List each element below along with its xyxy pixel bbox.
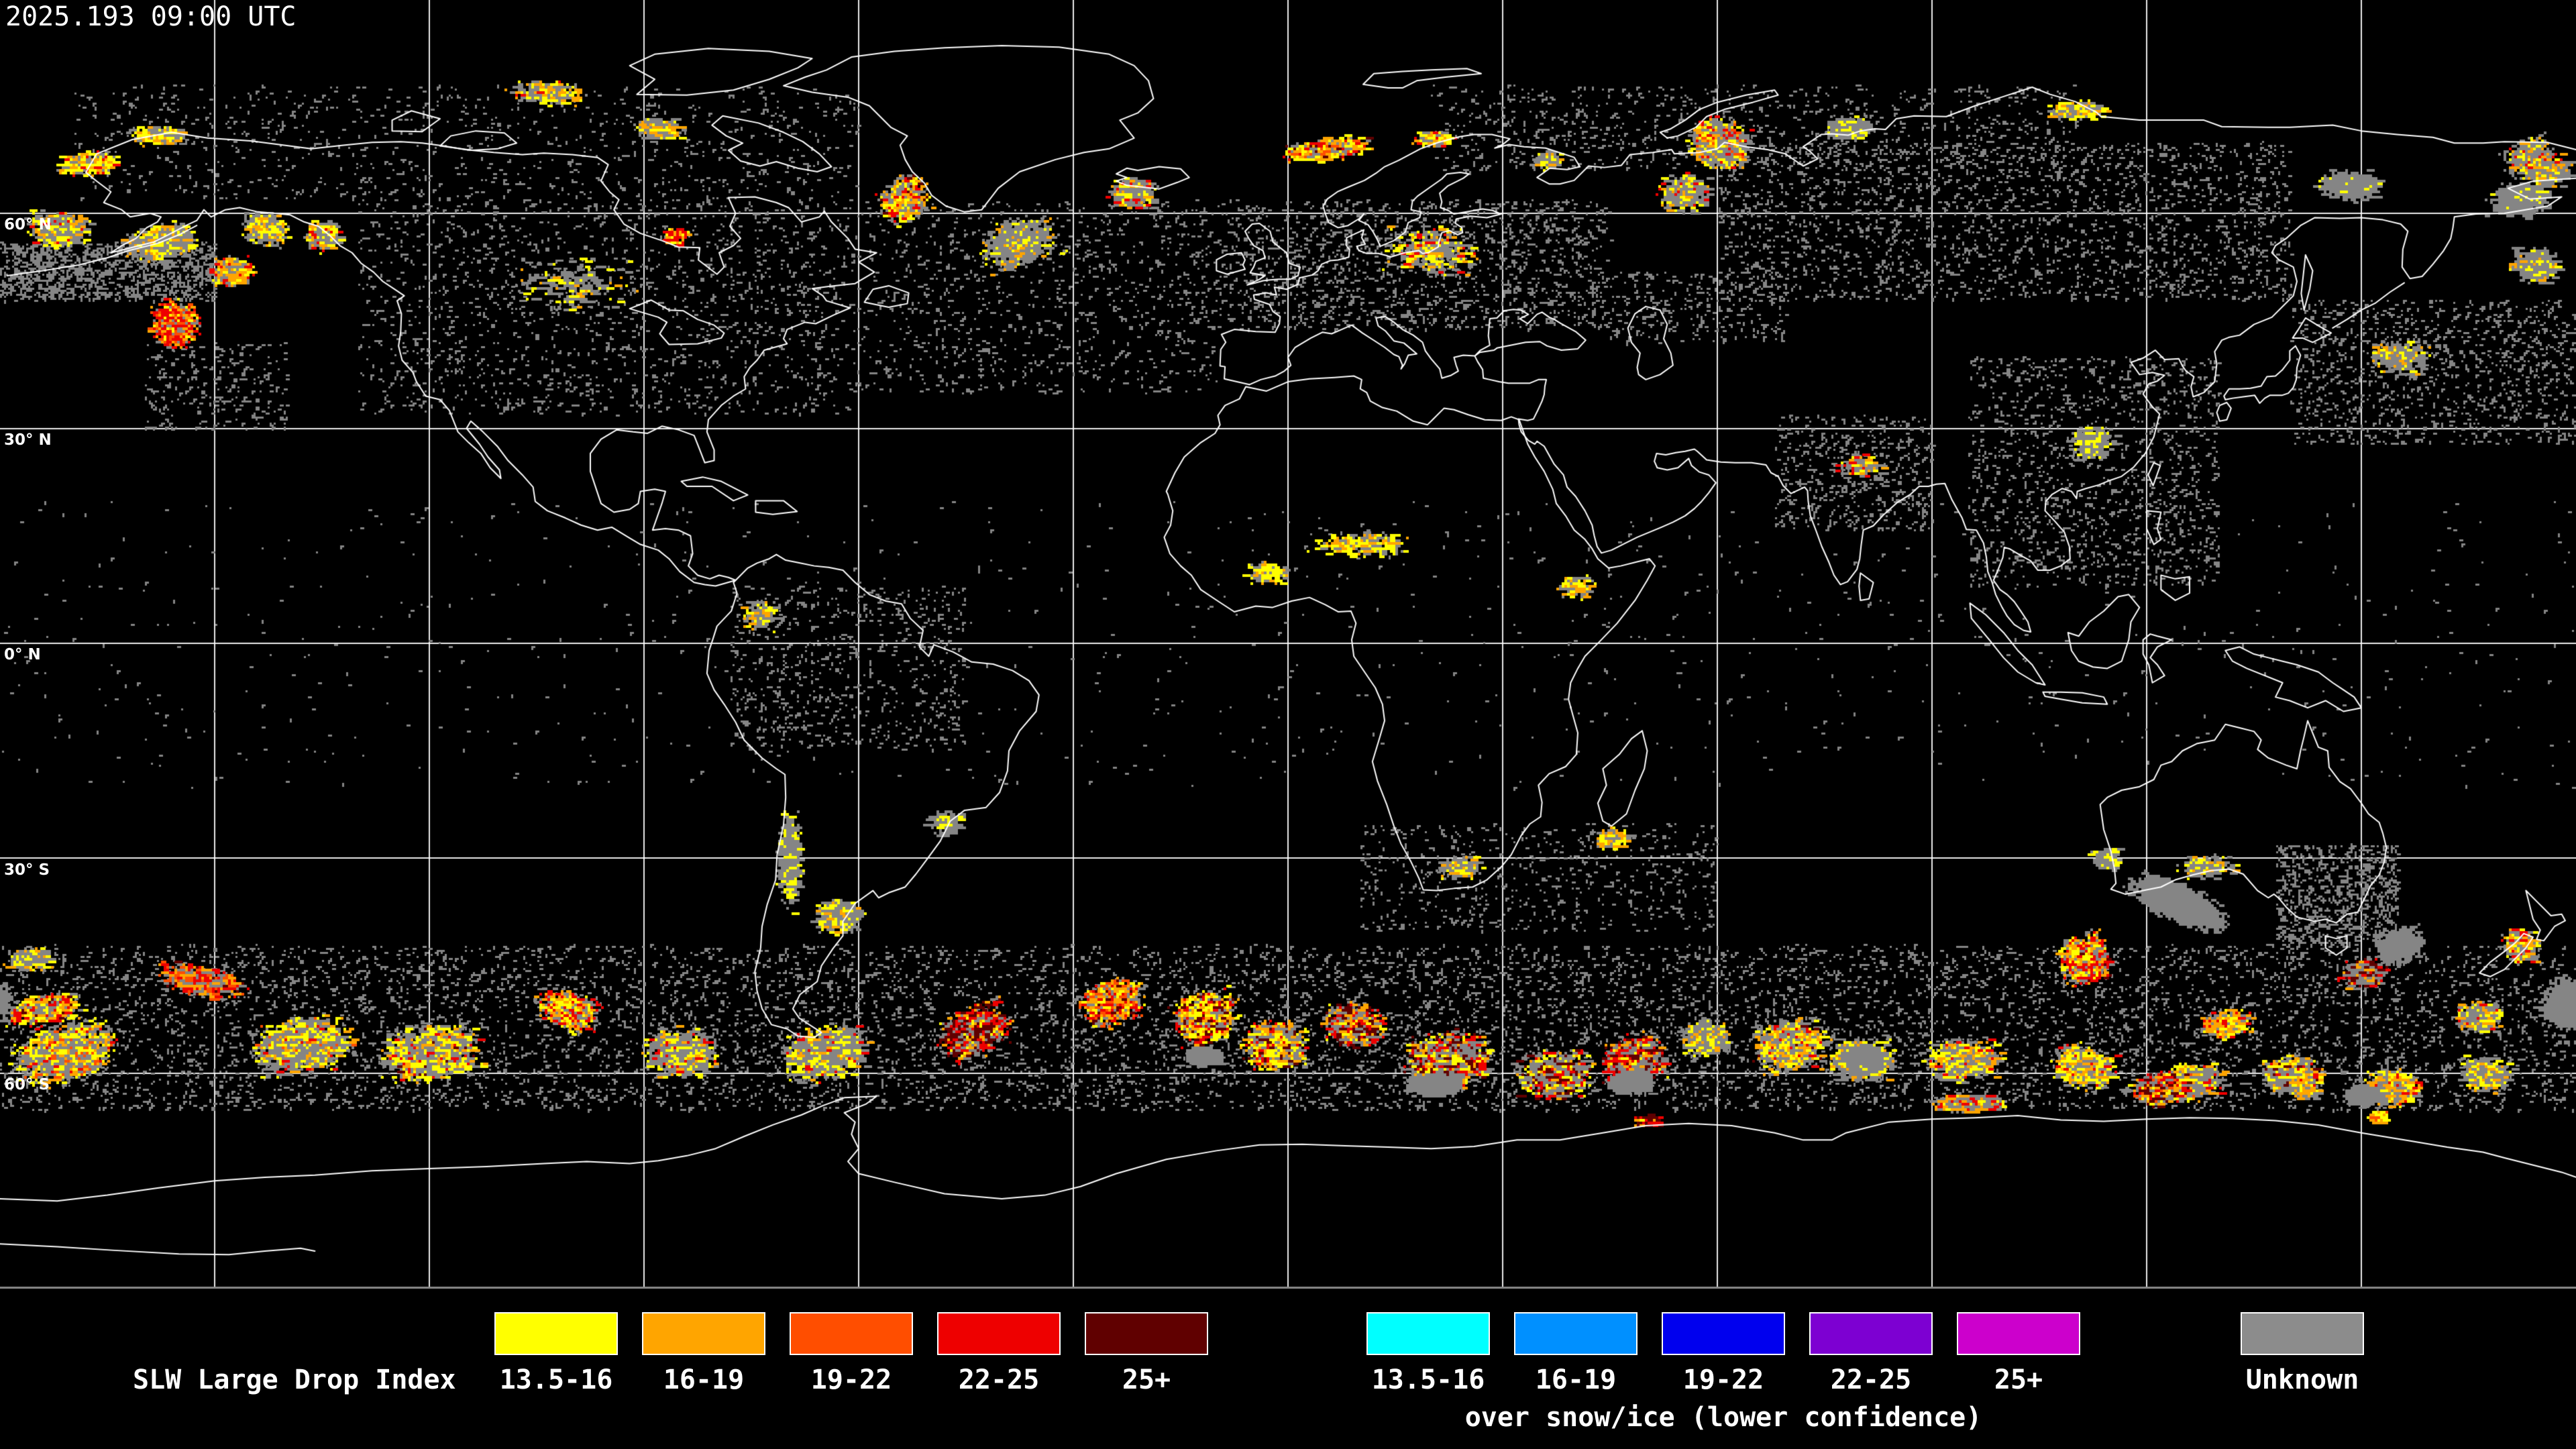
snow-ice-caption: over snow/ice (lower confidence) [1464,1402,1982,1433]
legend-swatch-snowice-5 [1957,1312,2080,1355]
legend-bin-label: 16-19 [663,1364,745,1395]
timestamp: 2025.193 09:00 UTC [5,1,297,32]
legend-bin-label: 16-19 [1535,1364,1617,1395]
lat-label-0n: 0° N [4,646,41,663]
legend-swatch-warm-3 [790,1312,913,1355]
legend-swatch-snowice-4 [1809,1312,1933,1355]
legend-swatch-snowice-3 [1662,1312,1785,1355]
legend-bin-label: 13.5-16 [1371,1364,1485,1395]
legend-bin-label: 13.5-16 [499,1364,613,1395]
legend-bin-label: 22-25 [1830,1364,1912,1395]
legend-swatch-snowice-1 [1366,1312,1490,1355]
lat-label-60s: 60° S [4,1076,50,1093]
legend-bin-label: 22-25 [958,1364,1040,1395]
lat-label-30n: 30° N [4,431,52,449]
legend-bin-label: 19-22 [1682,1364,1764,1395]
legend-swatch-unknown [2241,1312,2364,1355]
legend-bin-label: 25+ [1994,1364,2043,1395]
legend-title: SLW Large Drop Index [133,1364,456,1395]
legend-bin-label: 19-22 [810,1364,892,1395]
legend-bin-label: Unknown [2245,1364,2359,1395]
legend-swatch-warm-4 [937,1312,1061,1355]
legend-bin-label: 25+ [1122,1364,1171,1395]
legend-swatch-warm-5 [1085,1312,1208,1355]
legend-swatch-warm-1 [494,1312,618,1355]
legend-swatch-warm-2 [642,1312,765,1355]
lat-label-60n: 60° N [4,216,52,233]
legend-swatch-snowice-2 [1514,1312,1638,1355]
lat-label-30s: 30° S [4,861,50,879]
